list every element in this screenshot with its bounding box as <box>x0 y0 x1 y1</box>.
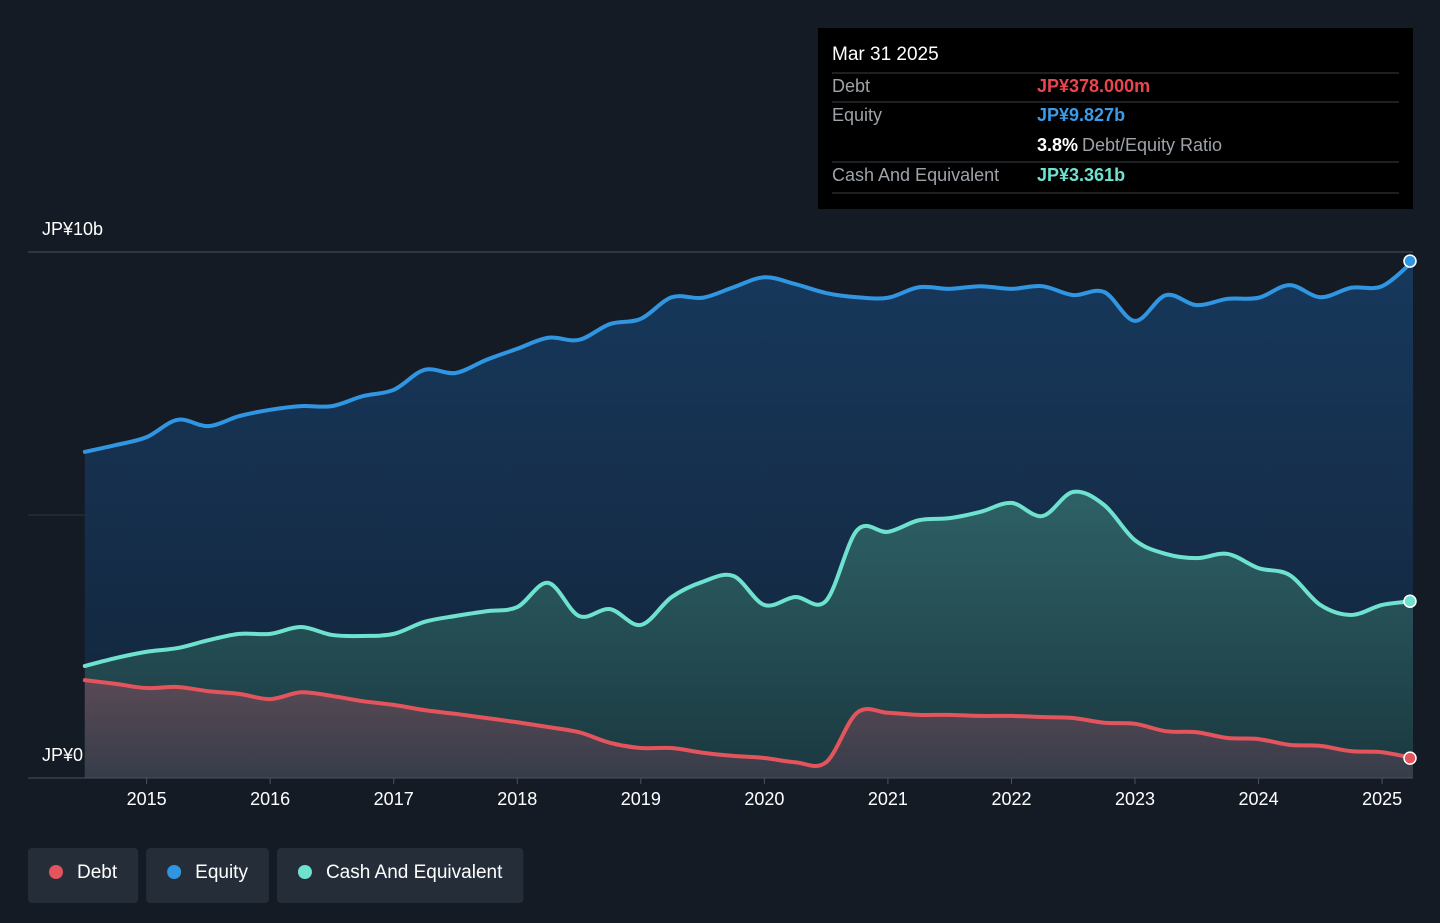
x-tick-label: 2022 <box>991 789 1031 809</box>
areas <box>84 261 1414 778</box>
area <box>84 680 1414 778</box>
x-tick-label: 2019 <box>621 789 661 809</box>
legend-button[interactable] <box>146 848 269 903</box>
x-tick-label: 2024 <box>1239 789 1279 809</box>
x-tick-label: 2023 <box>1115 789 1155 809</box>
y-tick-label: JP¥0 <box>42 745 83 765</box>
tooltip-value: JP¥9.827b <box>1037 105 1125 125</box>
x-tick-label: 2025 <box>1362 789 1402 809</box>
tooltip-value: 3.8% <box>1037 135 1078 155</box>
x-tick-label: 2020 <box>744 789 784 809</box>
line <box>82 259 1415 454</box>
area <box>84 491 1414 778</box>
end-marker <box>1403 254 1417 268</box>
legend-label: Debt <box>77 862 118 883</box>
y-tick-label: JP¥10b <box>42 219 103 239</box>
legend-item[interactable]: Equity <box>146 848 269 903</box>
legend: Debt Equity Cash And Equivalent <box>28 848 524 903</box>
end-marker <box>1403 751 1417 765</box>
lines <box>82 254 1417 769</box>
tooltip: Mar 31 2025 Debt JP¥378.000m Equity JP¥9… <box>818 28 1413 209</box>
tooltip-box <box>818 28 1413 209</box>
tooltip-label: Equity <box>832 105 882 125</box>
legend-item[interactable]: Debt <box>28 848 139 903</box>
line <box>82 678 1415 769</box>
legend-item[interactable]: Cash And Equivalent <box>276 848 524 903</box>
x-tick-label: 2018 <box>497 789 537 809</box>
x-tick-label: 2016 <box>250 789 290 809</box>
x-tick-label: 2015 <box>127 789 167 809</box>
legend-swatch <box>49 865 63 879</box>
legend-label: Cash And Equivalent <box>326 862 503 883</box>
legend-swatch <box>167 865 182 879</box>
line <box>82 489 1415 668</box>
end-marker <box>1403 594 1417 608</box>
legend-label: Equity <box>195 862 248 883</box>
tooltip-label: Cash And Equivalent <box>832 165 999 185</box>
x-tick-label: 2021 <box>868 789 908 809</box>
legend-button[interactable] <box>276 848 524 903</box>
legend-button[interactable] <box>28 848 139 903</box>
tooltip-value: JP¥3.361b <box>1037 165 1125 185</box>
tooltip-note: Debt/Equity Ratio <box>1082 135 1222 155</box>
tooltip-title: Mar 31 2025 <box>832 44 939 65</box>
axes: JP¥0 JP¥10b 2015 2016 2017 2018 2019 2020 2021 20… <box>28 219 1413 809</box>
tooltip-value: JP¥378.000m <box>1037 76 1150 96</box>
legend-swatch <box>297 865 312 879</box>
tooltip-label: Debt <box>832 76 870 96</box>
x-tick-label: 2017 <box>374 789 414 809</box>
